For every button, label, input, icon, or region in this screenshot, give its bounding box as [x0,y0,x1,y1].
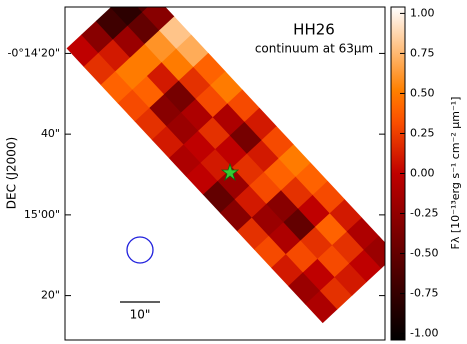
y-tick-label: 15'00" [24,208,60,221]
colorbar-tick-label: 0.50 [410,86,435,99]
colorbar-label: Fλ [10⁻¹³erg s⁻¹ cm⁻² μm⁻¹] [449,97,462,250]
map-cell [229,121,263,155]
map-cell [95,7,129,40]
colorbar-tick-label: 0.75 [410,46,435,59]
map-cell [317,244,350,278]
map-cell [268,221,302,255]
map-cell [202,180,236,214]
map-cell [151,125,185,159]
colorbar-tick-label: -0.25 [410,207,438,220]
map-cell [232,153,265,187]
map-cell [144,30,178,63]
map-cell [81,20,114,54]
map-cell [315,212,348,246]
map-cell [198,116,231,150]
map-cell [278,144,312,178]
map-cell [164,80,197,113]
map-cell [332,231,365,264]
strip [66,7,385,324]
map-cell [117,89,151,122]
map-cell [132,75,165,109]
colorbar-tick-label: -1.00 [410,327,438,340]
colorbar-tick-label: 0.25 [410,126,435,139]
chart-subtitle: continuum at 63μm [255,42,373,56]
map-cell [302,258,336,292]
colorbar-tick-label: 0.00 [410,167,435,180]
map-cell [142,7,175,31]
map-cell [280,176,314,210]
scalebar-label: 10" [130,308,151,322]
map-cell [149,93,182,127]
plot-frame [64,6,386,341]
map-cell [115,57,148,91]
map-cell [146,61,180,95]
map-cell [83,52,117,86]
colorbar-tick-label: -0.50 [410,247,438,260]
map-cell [285,240,319,273]
colorbar-tick-label: 1.00 [410,6,435,19]
map-cell [185,162,219,196]
map-cell [110,7,143,27]
map-cell [329,199,363,232]
map-cell [210,71,243,104]
map-cell [193,52,226,86]
map-cell [127,11,161,45]
chart-title: HH26 [293,21,335,39]
map-cell [334,263,368,296]
source-star [220,162,240,182]
beam-circle [126,236,154,264]
map-cell [266,189,299,223]
map-cell [220,198,253,232]
map-cell [288,272,321,305]
map-cell [271,253,304,287]
map-cell [237,217,270,250]
map-cell [217,166,251,200]
map-cell [166,112,199,145]
map-cell [251,203,285,237]
map-cell [212,103,246,136]
map-cell [283,208,316,241]
map-cell [295,162,329,196]
map-cell [297,194,331,228]
map-cell [112,25,146,59]
map-cell [263,157,297,191]
map [66,7,385,324]
map-cell [234,185,268,219]
map-cell [98,39,131,72]
map-cell [100,70,134,104]
y-tick-label: 40" [41,127,60,140]
map-cell [183,130,217,164]
map-cell [129,43,163,77]
map-cell [195,84,229,118]
map-cell [312,180,346,214]
colorbar-tick-label: -0.75 [410,287,438,300]
map-cell [134,107,168,141]
map-cell [246,139,280,173]
map-cell [300,226,333,260]
map-cell [319,276,353,310]
map-cell [254,235,287,269]
map-cell [168,144,202,177]
map-cell [215,135,248,168]
map-cell [305,290,338,324]
map-cell [244,107,277,141]
map-cell [363,235,385,269]
map-cell [66,34,100,68]
map-cell [249,171,282,205]
map-cell [176,34,209,68]
y-axis-label: DEC (J2000) [5,137,19,209]
map-cell [159,16,192,50]
map-cell [261,126,294,159]
map-cell [178,66,212,100]
map-cell [227,89,260,123]
y-tick-label: 20" [41,289,60,302]
map-cell [346,217,380,251]
map-cell [161,48,195,82]
map-cell [349,249,382,283]
y-tick-label: -0°14'20" [7,46,60,59]
map-cell [181,98,214,132]
map-cell [200,148,234,182]
